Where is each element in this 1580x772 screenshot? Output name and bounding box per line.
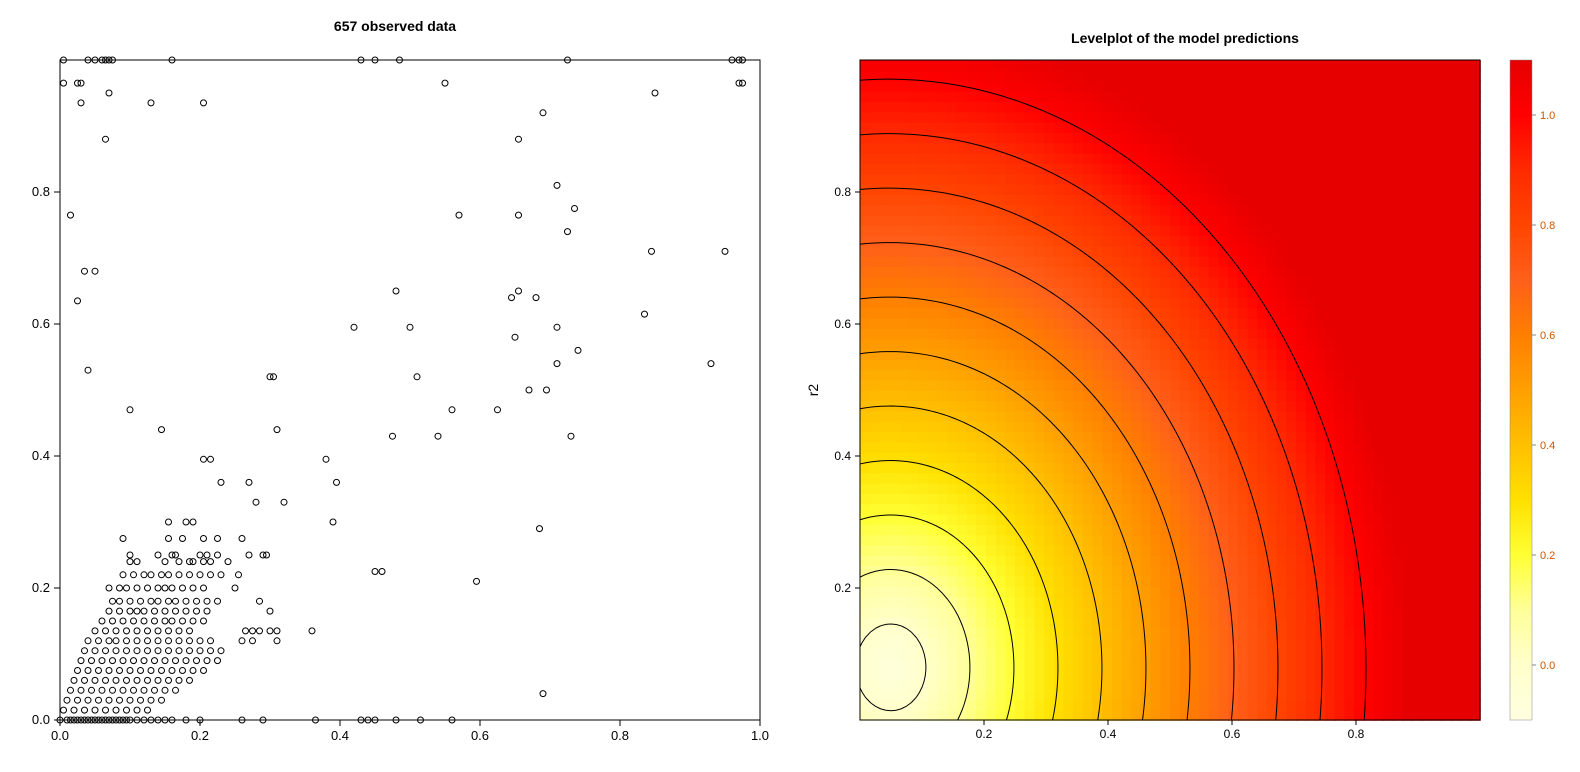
scatter-panel: 657 observed data 0.00.20.40.60.81.00.00… xyxy=(0,0,790,772)
svg-text:0.6: 0.6 xyxy=(834,317,851,331)
scatter-svg: 0.0 0.2 0.4 0.6 0.8 1.0 0.0 0.2 0.4 0.6 0.8 xyxy=(0,0,790,772)
svg-text:0.6: 0.6 xyxy=(32,316,50,331)
svg-text:0.6: 0.6 xyxy=(471,728,489,743)
levelplot-title: Levelplot of the model predictions xyxy=(790,30,1580,46)
scatter-title: 657 observed data xyxy=(0,18,790,34)
svg-text:1.0: 1.0 xyxy=(751,728,769,743)
svg-text:0.4: 0.4 xyxy=(1100,727,1117,741)
svg-text:0.0: 0.0 xyxy=(32,712,50,727)
svg-text:0.8: 0.8 xyxy=(1540,220,1555,232)
svg-text:0.4: 0.4 xyxy=(32,448,50,463)
svg-text:0.8: 0.8 xyxy=(1348,727,1365,741)
svg-text:0.6: 0.6 xyxy=(1540,330,1555,342)
svg-text:0.8: 0.8 xyxy=(32,184,50,199)
svg-text:0.0: 0.0 xyxy=(1540,660,1555,672)
svg-text:0.2: 0.2 xyxy=(32,580,50,595)
svg-text:0.4: 0.4 xyxy=(1540,440,1555,452)
levelplot-panel: Levelplot of the model predictions r2 0.2… xyxy=(790,0,1580,772)
svg-text:0.6: 0.6 xyxy=(1224,727,1241,741)
svg-text:0.2: 0.2 xyxy=(834,581,851,595)
svg-text:0.8: 0.8 xyxy=(611,728,629,743)
svg-text:0.0: 0.0 xyxy=(51,728,69,743)
svg-text:0.4: 0.4 xyxy=(834,449,851,463)
svg-text:1.0: 1.0 xyxy=(1540,110,1555,122)
levelplot-svg: r2 0.2 0.4 0.6 0.8 0.2 0.4 0.6 0.8 0.0 0.2 0.4 0.6 0.… xyxy=(790,0,1580,772)
svg-text:0.4: 0.4 xyxy=(331,728,349,743)
svg-text:0.2: 0.2 xyxy=(1540,550,1555,562)
svg-text:0.8: 0.8 xyxy=(834,185,851,199)
svg-text:0.2: 0.2 xyxy=(191,728,209,743)
svg-text:0.2: 0.2 xyxy=(976,727,993,741)
svg-text:r2: r2 xyxy=(805,384,821,397)
